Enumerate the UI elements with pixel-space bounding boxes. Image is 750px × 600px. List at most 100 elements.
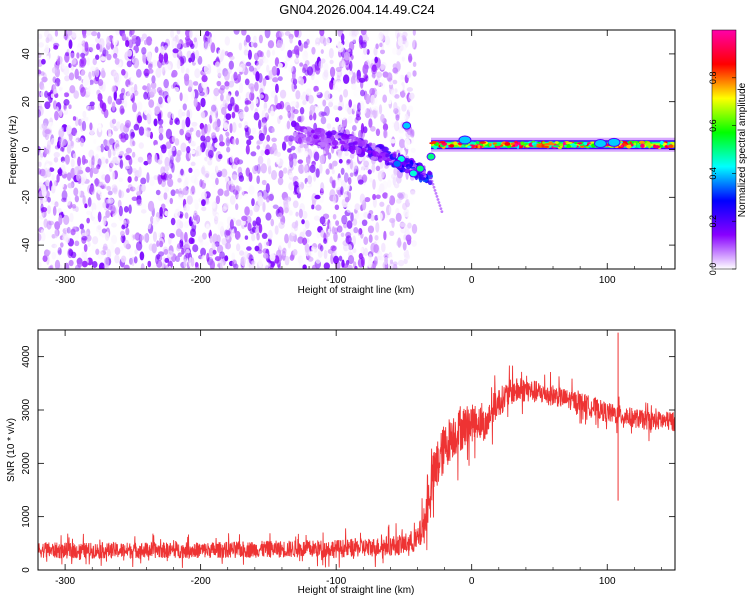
spectrogram-noise-cell [38,168,42,175]
colorbar-tick-label: 0.0 [708,263,718,276]
spectrogram-noise-cell [41,58,46,65]
spectrogram-noise-cell [320,182,325,193]
spectrogram-noise-cell [48,220,55,226]
spectrogram-noise-cell [272,204,279,210]
spectrogram-noise-cell [244,44,249,52]
spectrogram-noise-cell [71,30,77,39]
spectrogram-noise-cell [387,179,392,188]
spectrogram-noise-cell [183,73,190,82]
spectrogram-noise-cell [333,232,338,243]
spectrogram-noise-cell [253,111,260,121]
spectrogram-noise-cell [64,234,70,244]
spectrogram-noise-cell [311,204,315,210]
spectrogram-noise-cell [408,56,413,62]
spectrogram-noise-cell [49,36,55,43]
spectrogram-noise-cell [340,186,344,196]
spectrogram-echo-cell [433,144,438,150]
spectrogram-noise-cell [330,245,337,252]
spectrogram-echo-cell [475,145,479,149]
spectrogram-noise-cell [286,104,292,113]
spectrogram-noise-cell [63,98,70,106]
snr-y-axis: 0 1000 2000 3000 4000 [21,345,675,573]
spectrogram-noise-cell [215,195,221,205]
spectrogram-noise-cell [85,30,92,36]
spectrogram-noise-cell [245,206,250,216]
spectrogram-noise-cell [89,84,95,95]
spectrogram-noise-cell [305,154,311,165]
spectrogram-noise-cell [336,69,343,78]
spectrogram-noise-cell [200,111,207,119]
spectrogram-noise-cell [224,81,230,87]
spectrogram-noise-cell [334,36,339,47]
spectrogram-noise-cell [382,192,389,199]
spectrogram-noise-cell [311,160,316,167]
spectrogram-noise-cell [38,109,42,118]
spectrogram-noise-cell [237,73,241,83]
spectrogram-noise-cell [43,30,50,38]
spectrogram-noise-cell [256,232,260,241]
spectrogram-onset-cell [305,137,310,142]
spectrogram-noise-cell [97,92,103,102]
spectrogram-noise-cell [182,103,187,111]
spectrogram-noise-cell [142,53,147,64]
spectrogram-noise-cell [125,154,131,161]
spectrogram-noise-cell [385,239,393,250]
spectrogram-noise-cell [79,137,85,147]
spectrogram-echo-cell [659,140,664,145]
spectrogram-noise-cell [80,177,86,186]
spectrogram-noise-cell [80,209,86,214]
spectrogram-noise-cell [50,137,57,147]
spectrogram-noise-cell [389,230,395,236]
spectrogram-echo-cell [489,143,492,147]
spectrogram-noise-cell [305,88,312,96]
spectrogram-noise-cell [85,104,89,111]
spectrogram-noise-cell [340,232,345,237]
colorbar-frame [711,29,737,270]
spectrogram-noise-cell [158,127,165,134]
spectrogram-noise-cell [155,30,160,36]
spectrogram-noise-cell [297,116,302,123]
spectrogram-noise-cell [123,124,130,133]
spectrogram-noise-cell [185,116,191,128]
spectrogram-noise-cell [301,166,308,174]
spectrogram-onset-cell [358,148,362,155]
spectrogram-noise-cell [259,88,264,96]
spectrogram-noise-cell [251,198,255,207]
spectrogram-noise-cell [319,188,324,196]
spectrogram-noise-cell [276,39,283,49]
spectrogram-noise-cell [333,255,339,265]
spectrogram-noise-cell [315,256,321,264]
spectrogram-noise-cell [307,175,313,185]
spectrogram-streak-cell [435,195,439,198]
spectrogram-noise-cell [224,70,230,82]
spectrogram-noise-cell [180,142,187,153]
spectrogram-onset-cell [367,150,372,155]
spectrogram-noise-cell [262,93,269,103]
spectrogram-noise-cell [270,169,278,181]
spectrogram-noise-cell [43,218,49,228]
spectrogram-noise-cell [298,39,302,47]
spectrogram-noise-cell [235,137,239,146]
spectrogram-noise-cell [105,209,111,219]
spectrogram-noise-cell [231,138,236,146]
spectrogram-onset-blob [408,169,418,178]
spectrogram-noise-cell [69,85,76,94]
spectrogram-noise-cell [179,194,184,202]
spectrogram-noise-cell [45,230,53,239]
spectrogram-noise-cell [140,65,145,72]
spectrogram-y-axis: -40 -20 0 20 40 [21,48,675,252]
spectrogram-noise-cell [111,85,117,93]
spectrogram-noise-cell [129,30,135,36]
spectrogram-noise-cell [240,256,246,267]
spectrogram-noise-cell [120,135,127,143]
spectrogram-noise-cell [351,161,357,173]
spectrogram-onset-cell [370,155,379,161]
spectrogram-noise-cell [298,164,305,174]
spectrogram-noise-cell [265,212,272,221]
spectrogram-noise-cell [378,104,383,115]
spectrogram-noise-cell [337,42,344,53]
spectrogram-noise-cell [217,153,223,160]
spectrogram-noise-cell [158,96,163,105]
spectrogram-noise-cell [245,129,250,139]
spectrogram-noise-cell [62,227,69,234]
